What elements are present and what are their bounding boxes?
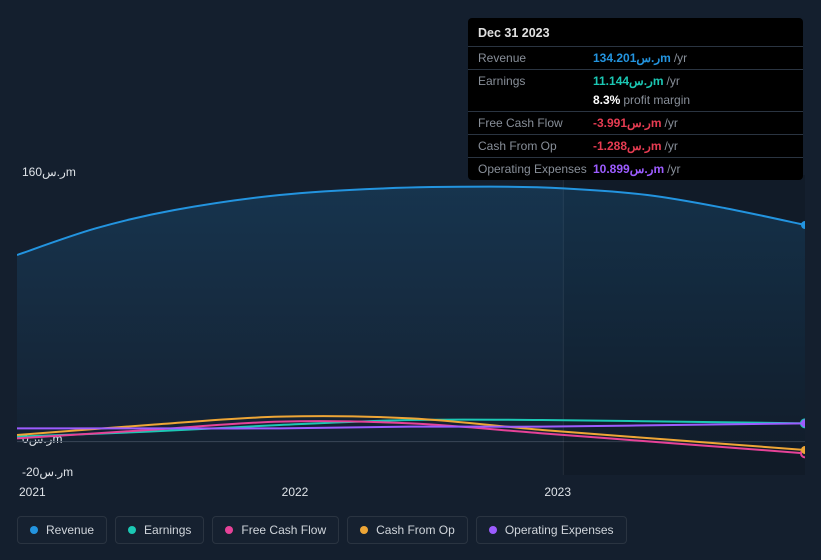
tooltip-row-label: Earnings [478,74,593,88]
tooltip-row-unit: /yr [667,162,680,176]
tooltip-row: Cash From Op-1.288ر.سm/yr [468,134,803,157]
tooltip-row-value: 134.201ر.سm [593,51,671,65]
legend-dot-icon [360,526,368,534]
tooltip-row: Operating Expenses10.899ر.سm/yr [468,157,803,180]
tooltip-row: Free Cash Flow-3.991ر.سm/yr [468,111,803,134]
x-axis-tick: 2022 [282,485,309,499]
tooltip-row-value: -1.288ر.سm [593,139,661,153]
tooltip-date: Dec 31 2023 [468,18,803,46]
legend-label: Earnings [144,523,191,537]
legend-label: Free Cash Flow [241,523,326,537]
tooltip-row-value: 8.3% [593,93,620,107]
tooltip-row: 8.3%profit margin [468,92,803,111]
tooltip-row-unit: /yr [667,74,680,88]
tooltip-row-label: Cash From Op [478,139,593,153]
tooltip-row-unit: /yr [664,116,677,130]
data-tooltip: Dec 31 2023 Revenue134.201ر.سm/yrEarning… [468,18,803,180]
tooltip-row-label: Free Cash Flow [478,116,593,130]
tooltip-row-value: 10.899ر.سm [593,162,664,176]
legend-dot-icon [128,526,136,534]
legend-item[interactable]: Operating Expenses [476,516,627,544]
tooltip-row-unit: profit margin [623,93,690,107]
chart-plot-area [17,175,805,475]
tooltip-row-value: 11.144ر.سm [593,74,664,88]
legend-label: Cash From Op [376,523,455,537]
legend-label: Operating Expenses [505,523,614,537]
x-axis-tick: 2023 [544,485,571,499]
tooltip-row: Earnings11.144ر.سm/yr [468,69,803,92]
legend-dot-icon [225,526,233,534]
legend-dot-icon [30,526,38,534]
tooltip-row: Revenue134.201ر.سm/yr [468,46,803,69]
chart-legend: Revenue Earnings Free Cash Flow Cash From O… [17,516,627,544]
tooltip-row-label: Operating Expenses [478,162,593,176]
financial-chart: 160ر.سm0ر.سm-20ر.سm 202120222023 [17,160,805,480]
tooltip-row-value: -3.991ر.سm [593,116,661,130]
legend-item[interactable]: Free Cash Flow [212,516,339,544]
x-axis-tick: 2021 [19,485,46,499]
legend-item[interactable]: Revenue [17,516,107,544]
legend-item[interactable]: Cash From Op [347,516,468,544]
legend-label: Revenue [46,523,94,537]
legend-dot-icon [489,526,497,534]
legend-item[interactable]: Earnings [115,516,204,544]
tooltip-row-unit: /yr [674,51,687,65]
tooltip-row-unit: /yr [664,139,677,153]
tooltip-row-label: Revenue [478,51,593,65]
